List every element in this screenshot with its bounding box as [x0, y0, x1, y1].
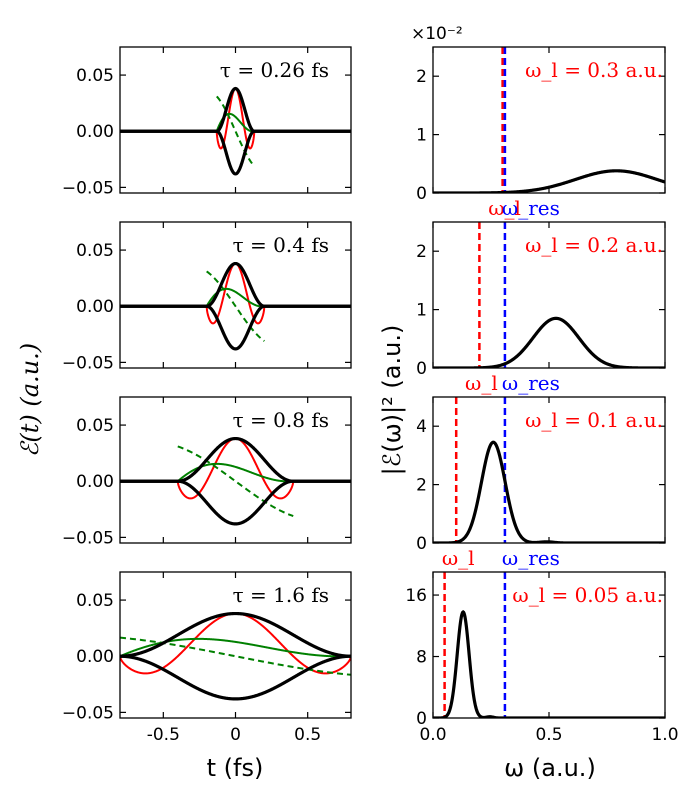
omega-res-label: ω_res — [502, 546, 560, 570]
field-curve — [120, 437, 351, 500]
omega-l-label: ω_l — [442, 546, 475, 570]
x-tick-label: 0.5 — [294, 725, 321, 745]
y-tick-label: 0.05 — [76, 66, 114, 86]
y-tick-label: 0.05 — [76, 591, 114, 611]
omega-l-annotation: ω_l = 0.1 a.u. — [525, 408, 663, 432]
envelope-lower — [120, 129, 351, 176]
y-tick-label: 0 — [416, 709, 427, 729]
envelope-lower — [120, 304, 351, 351]
spectrum-curve — [433, 316, 665, 368]
y-tick-label: 0 — [416, 184, 427, 204]
green-curve — [120, 462, 351, 483]
y-tick-label: 0.00 — [76, 122, 114, 142]
time-domain-panels: 0.05 0.00 −0.05 τ = 0.26 fs 0.05 0.00 −0.05 τ =… — [62, 46, 352, 745]
scale-note: ×10⁻² — [411, 24, 463, 44]
tau-annotation: τ = 0.4 fs — [233, 233, 329, 257]
spectrum-panel-1: 2 1 0 ×10⁻² ω_l = 0.3 a.u. ω_lω_res — [411, 24, 666, 220]
x-tick-label: 0.5 — [535, 725, 562, 745]
time-plot-area — [120, 436, 351, 526]
y-tick-label: −0.05 — [62, 178, 114, 198]
time-panel-3: 0.05 0.00 −0.05 τ = 0.8 fs — [62, 396, 352, 548]
dashed-green-curve — [177, 445, 294, 517]
x-tick-label: 0.0 — [419, 725, 446, 745]
left-y-axis-label: ℰ(t) (a.u.) — [16, 343, 44, 457]
right-y-axis-label: |ℰ(ω)|² (a.u.) — [378, 325, 406, 476]
omega-l-label: ω_l — [465, 371, 498, 395]
envelope-upper — [120, 86, 351, 133]
tau-annotation: τ = 0.26 fs — [220, 58, 329, 82]
omega-l-annotation: ω_l = 0.2 a.u. — [525, 233, 663, 257]
envelope-lower — [120, 654, 351, 701]
spectrum-plot-area — [433, 572, 665, 718]
field-curve — [120, 87, 351, 150]
field-curve — [120, 262, 351, 325]
y-tick-label: 2 — [416, 242, 427, 262]
time-plot-area — [120, 86, 351, 176]
omega-res-label: ω_res — [502, 371, 560, 395]
green-curve — [120, 112, 351, 133]
y-tick-label: 0.05 — [76, 241, 114, 261]
y-tick-label: 0 — [416, 534, 427, 554]
spectrum-panel-2: 2 1 0 ω_l = 0.2 a.u. ω_l ω_res — [416, 221, 666, 395]
omega-res-label: ω_res — [502, 196, 560, 220]
y-tick-label: 4 — [416, 417, 427, 437]
y-tick-label: −0.05 — [62, 528, 114, 548]
green-curve — [120, 637, 351, 658]
y-tick-label: 2 — [416, 67, 427, 87]
envelope-lower — [120, 479, 351, 526]
y-tick-label: 2 — [416, 476, 427, 496]
x-tick-label: 0 — [230, 725, 241, 745]
spectrum-curve — [433, 610, 665, 718]
y-tick-label: 0 — [416, 359, 427, 379]
right-x-axis-label: ω (a.u.) — [504, 754, 596, 782]
tau-annotation: τ = 0.8 fs — [233, 408, 329, 432]
x-tick-label: 1.0 — [651, 725, 678, 745]
spectrum-panel-3: 4 2 0 ω_l = 0.1 a.u. ω_l ω_res — [416, 396, 666, 570]
omega-l-annotation: ω_l = 0.05 a.u. — [512, 583, 663, 607]
dashed-green-curve — [215, 95, 255, 167]
y-tick-label: 0.05 — [76, 416, 114, 436]
y-tick-label: 0.00 — [76, 647, 114, 667]
y-tick-label: 0.00 — [76, 472, 114, 492]
time-plot-area — [120, 611, 351, 701]
dashed-green-curve — [120, 636, 351, 676]
dashed-green-curve — [206, 270, 265, 342]
y-tick-label: 16 — [405, 586, 427, 606]
envelope-upper — [120, 436, 351, 483]
y-tick-label: 8 — [416, 648, 427, 668]
time-panel-2: 0.05 0.00 −0.05 τ = 0.4 fs — [62, 221, 352, 373]
time-panel-1: 0.05 0.00 −0.05 τ = 0.26 fs — [62, 46, 352, 198]
left-x-axis-label: t (fs) — [207, 754, 264, 782]
y-tick-label: 1 — [416, 126, 427, 146]
time-plot-area — [120, 261, 351, 351]
x-tick-label: -0.5 — [147, 725, 180, 745]
envelope-upper — [120, 611, 351, 658]
spectrum-curve — [433, 440, 665, 543]
time-panel-4: 0.05 0.00 −0.05 -0.5 0 0.5 τ = 1.6 fs — [62, 571, 352, 745]
y-tick-label: 1 — [416, 301, 427, 321]
envelope-upper — [120, 261, 351, 308]
spectrum-panel-4: 16 8 00.0 0.5 1.0 ω_l = 0.05 a.u. — [405, 571, 679, 745]
green-curve — [120, 287, 351, 308]
omega-l-annotation: ω_l = 0.3 a.u. — [525, 58, 663, 82]
y-tick-label: 0.00 — [76, 297, 114, 317]
y-tick-label: −0.05 — [62, 703, 114, 723]
tau-annotation: τ = 1.6 fs — [233, 583, 329, 607]
y-tick-label: −0.05 — [62, 353, 114, 373]
omega-l-label: ω_l — [488, 196, 521, 220]
